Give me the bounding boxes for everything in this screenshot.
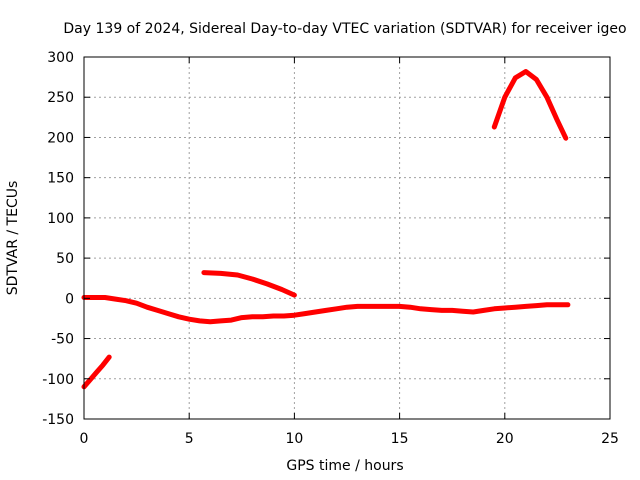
y-tick-label: 0 — [65, 291, 74, 307]
x-tick-label: 5 — [185, 431, 194, 447]
x-tick-label: 10 — [285, 431, 303, 447]
y-tick-label: 250 — [47, 90, 74, 106]
y-tick-label: 200 — [47, 130, 74, 146]
y-tick-label: 50 — [56, 251, 74, 267]
y-tick-label: -150 — [42, 412, 74, 428]
x-tick-label: 0 — [80, 431, 89, 447]
chart-title: Day 139 of 2024, Sidereal Day-to-day VTE… — [63, 21, 626, 37]
y-axis-label: SDTVAR / TECUs — [5, 181, 21, 296]
y-tick-label: 100 — [47, 211, 74, 227]
x-axis-label: GPS time / hours — [286, 458, 403, 474]
y-tick-label: -100 — [42, 372, 74, 388]
series-line-3 — [201, 270, 297, 298]
data-series — [81, 69, 571, 390]
y-tick-label: 300 — [47, 50, 74, 66]
series-line-1 — [81, 354, 112, 390]
x-tick-label: 20 — [496, 431, 514, 447]
y-tick-label: 150 — [47, 171, 74, 187]
plot-frame — [83, 56, 611, 420]
y-tick-label: -50 — [51, 332, 74, 348]
series-line-2 — [81, 295, 571, 325]
x-tick-label: 25 — [601, 431, 619, 447]
axis-ticks: 0 5 10 15 20 25 -150 -100 -50 0 50 100 150 200 250 300 — [42, 50, 619, 447]
series-line-4 — [491, 69, 569, 141]
x-tick-label: 15 — [391, 431, 409, 447]
grid-lines — [84, 57, 610, 419]
